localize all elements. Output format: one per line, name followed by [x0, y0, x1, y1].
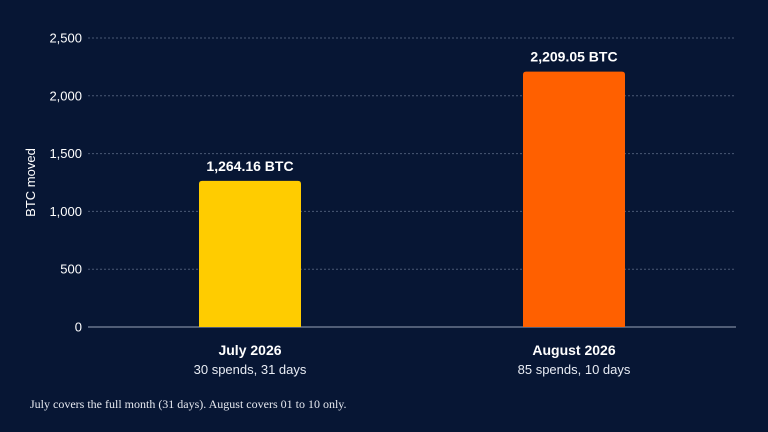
x-category-subtitle-2: 85 spends, 10 days [518, 362, 631, 377]
x-category-subtitle-1: 30 spends, 31 days [194, 362, 307, 377]
x-category-label-2: August 2026 [532, 342, 615, 358]
data-label-2: 2,209.05 BTC [530, 49, 617, 65]
x-category-label-1: July 2026 [218, 342, 281, 358]
y-tick-label-1000: 1,000 [49, 204, 82, 219]
chart-footnote: July covers the full month (31 days). Au… [30, 397, 347, 411]
y-tick-label-500: 500 [60, 262, 82, 277]
y-axis-title: BTC moved [23, 148, 38, 217]
bar-1 [199, 180, 301, 327]
bar-2 [523, 71, 625, 327]
y-tick-label-2500: 2,500 [49, 31, 82, 46]
data-label-1: 1,264.16 BTC [206, 158, 293, 174]
y-tick-label-0: 0 [75, 320, 82, 335]
y-tick-label-1500: 1,500 [49, 146, 82, 161]
y-tick-label-2000: 2,000 [49, 88, 82, 103]
